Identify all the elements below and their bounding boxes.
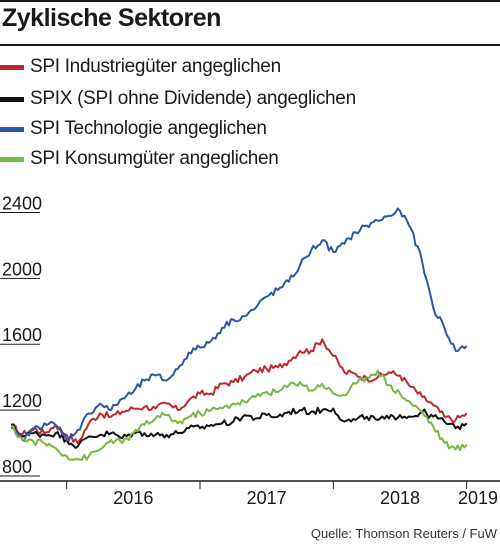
legend-item-spix: SPIX (SPI ohne Dividende) angeglichen bbox=[0, 84, 356, 114]
chart-title: Zyklische Sektoren bbox=[2, 4, 221, 32]
y-tick-label: 1200 bbox=[2, 391, 42, 411]
x-tick-label: 2016 bbox=[113, 488, 153, 508]
series-line-1 bbox=[10, 338, 468, 445]
legend-item-konsumgueter: SPI Konsumgüter angeglichen bbox=[0, 144, 279, 174]
source-note: Quelle: Thomson Reuters / FuW bbox=[310, 526, 497, 541]
y-tick-label: 1600 bbox=[2, 325, 42, 345]
series-line-2 bbox=[10, 406, 468, 449]
legend-label-konsumgueter: SPI Konsumgüter angeglichen bbox=[30, 148, 279, 169]
legend-item-technologie: SPI Technologie angeglichen bbox=[0, 114, 267, 144]
top-rule bbox=[0, 0, 500, 2]
legend-swatch-spix bbox=[0, 96, 24, 102]
y-tick-label: 800 bbox=[2, 457, 32, 477]
series-line-4 bbox=[10, 369, 468, 461]
x-tick-label: 2018 bbox=[380, 488, 420, 508]
legend-label-technologie: SPI Technologie angeglichen bbox=[30, 118, 267, 139]
x-tick-label: 2019 bbox=[458, 488, 498, 508]
line-chart: 800 1200 1600 2000 2400 2016 2017 2018 2019 bbox=[0, 193, 500, 508]
legend-label-industriegueter: SPI Industriegüter angeglichen bbox=[30, 56, 281, 77]
x-tick-label: 2017 bbox=[247, 488, 287, 508]
legend-item-industriegueter: SPI Industriegüter angeglichen bbox=[0, 52, 281, 82]
legend-label-spix: SPIX (SPI ohne Dividende) angeglichen bbox=[30, 88, 356, 109]
y-tick-label: 2000 bbox=[2, 259, 42, 279]
legend-swatch-technologie bbox=[0, 126, 24, 132]
title-rule bbox=[0, 44, 500, 46]
legend-swatch-industriegueter bbox=[0, 64, 24, 70]
series-line-3 bbox=[10, 207, 468, 442]
y-tick-label: 2400 bbox=[2, 193, 42, 213]
legend-swatch-konsumgueter bbox=[0, 156, 24, 162]
